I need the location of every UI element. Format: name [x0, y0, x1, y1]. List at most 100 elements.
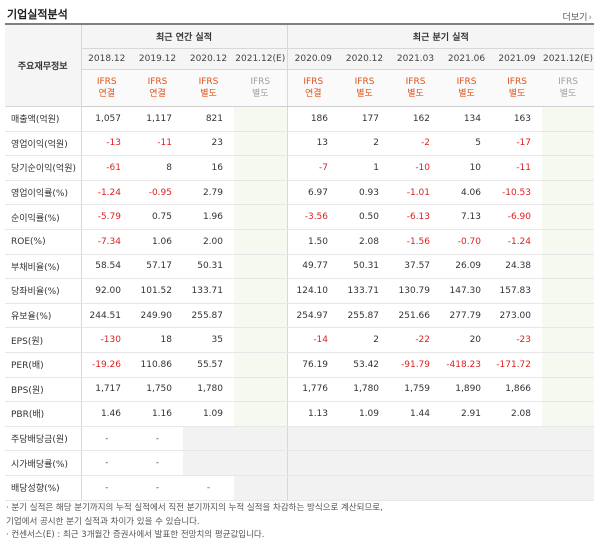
- annual-value-cell: 58.54: [81, 254, 132, 280]
- quarter-value-cell: [542, 229, 595, 255]
- annual-value-cell: 255.87: [183, 303, 234, 329]
- annual-value-cell: -13: [81, 131, 132, 157]
- basis-standard: IFRS: [405, 77, 426, 87]
- quarter-value-cell: -91.79: [390, 352, 442, 378]
- annual-value-cell: 1,057: [81, 106, 132, 132]
- annual-period-header: 2018.12: [81, 48, 132, 70]
- basis-label: IFRS 연결: [97, 76, 117, 100]
- quarter-value-cell: -14: [286, 327, 340, 353]
- quarter-value-cell: 2.08: [492, 401, 543, 427]
- quarter-period-header: 2021.09: [492, 48, 543, 70]
- basis-scope: 연결: [149, 89, 166, 99]
- basis-standard: IFRS: [96, 77, 117, 87]
- annual-value-cell: -: [132, 475, 183, 501]
- annual-value-cell: 1.46: [81, 401, 132, 427]
- annual-value-cell: [234, 426, 288, 452]
- quarter-value-cell: 2.08: [339, 229, 391, 255]
- annual-value-cell: [234, 377, 288, 403]
- annual-value-cell: [234, 327, 288, 353]
- quarter-value-cell: 2: [339, 327, 391, 353]
- annual-value-cell: [234, 155, 288, 181]
- quarter-value-cell: 0.50: [339, 204, 391, 230]
- table-row: PBR(배) 1.46 1.16 1.09 1.13 1.09 1.44 2.91 2.08: [5, 401, 595, 427]
- quarter-value-cell: 20: [441, 327, 493, 353]
- quarter-value-cell: -7: [286, 155, 340, 181]
- annual-value-cell: [234, 204, 288, 230]
- section-title: 기업실적분석: [7, 8, 68, 21]
- annual-value-cell: -: [81, 426, 132, 452]
- quarter-period-header: 2020.12: [339, 48, 391, 70]
- quarter-value-cell: 1,890: [441, 377, 493, 403]
- basis-label: IFRS 별도: [457, 76, 477, 100]
- annual-value-cell: [234, 475, 288, 501]
- quarter-value-cell: [286, 426, 340, 452]
- quarter-value-cell: [339, 426, 391, 452]
- more-label: 더보기: [562, 13, 588, 23]
- annual-value-cell: [183, 450, 234, 476]
- quarter-value-cell: 255.87: [339, 303, 391, 329]
- annual-value-cell: -61: [81, 155, 132, 181]
- basis-standard: IFRS: [250, 77, 271, 87]
- quarter-value-cell: -22: [390, 327, 442, 353]
- basis-label: IFRS 별도: [355, 76, 375, 100]
- basis-label: IFRS 별도: [250, 76, 270, 100]
- chevron-right-icon: ›: [588, 13, 592, 23]
- basis-header-row: IFRS 연결 IFRS 연결 IFRS 별도 IFRS 별도 IFRS 연결 IFRS 별도 IFRS…: [5, 69, 595, 107]
- annual-value-cell: -130: [81, 327, 132, 353]
- quarter-value-cell: 49.77: [286, 254, 340, 280]
- quarter-value-cell: 37.57: [390, 254, 442, 280]
- table-row: 당좌비율(%) 92.00 101.52 133.71 124.10 133.71 130.…: [5, 278, 595, 304]
- quarter-value-cell: 24.38: [492, 254, 543, 280]
- accounting-basis-header: IFRS 별도: [234, 69, 288, 107]
- quarter-period-header: 2020.09: [286, 48, 340, 70]
- table-row: 시가배당률(%) - -: [5, 450, 595, 476]
- basis-label: IFRS 별도: [406, 76, 426, 100]
- basis-scope: 별도: [508, 89, 526, 99]
- table-row: 영업이익률(%) -1.24 -0.95 2.79 6.97 0.93 -1.01 4.06-…: [5, 180, 595, 206]
- quarter-value-cell: 186: [286, 106, 340, 132]
- quarter-value-cell: -6.90: [492, 204, 543, 230]
- annual-value-cell: 1,117: [132, 106, 183, 132]
- quarter-value-cell: [542, 106, 595, 132]
- footnote-line: · 분기 실적은 해당 분기까지의 누적 실적에서 직전 분기까지의 누적 실적…: [6, 503, 383, 513]
- quarter-value-cell: [542, 426, 595, 452]
- basis-standard: IFRS: [558, 77, 578, 87]
- quarter-value-cell: 1,780: [339, 377, 391, 403]
- quarter-value-cell: -1.24: [492, 229, 543, 255]
- annual-value-cell: -11: [132, 131, 183, 157]
- annual-period-header: 2021.12(E): [234, 48, 288, 70]
- quarter-value-cell: 13: [286, 131, 340, 157]
- annual-value-cell: [234, 254, 288, 280]
- quarter-value-cell: -17: [492, 131, 543, 157]
- annual-value-cell: 57.17: [132, 254, 183, 280]
- quarter-value-cell: 134: [441, 106, 493, 132]
- basis-scope: 별도: [407, 89, 424, 99]
- row-header-label: 주요재무정보: [5, 23, 82, 107]
- quarter-value-cell: [441, 426, 493, 452]
- quarter-value-cell: 124.10: [286, 278, 340, 304]
- row-label: 당기순이익(억원): [5, 155, 82, 181]
- quarter-value-cell: 157.83: [492, 278, 543, 304]
- quarter-value-cell: [542, 352, 595, 378]
- annual-value-cell: 1.09: [183, 401, 234, 427]
- quarter-value-cell: 130.79: [390, 278, 442, 304]
- quarter-value-cell: 6.97: [286, 180, 340, 206]
- table-row: 배당성향(%) - - -: [5, 475, 595, 501]
- accounting-basis-header: IFRS 연결: [81, 69, 132, 107]
- quarter-value-cell: -3.56: [286, 204, 340, 230]
- accounting-basis-header: IFRS 연결: [132, 69, 183, 107]
- footnote-line: 기업에서 공시한 분기 실적과 차이가 있을 수 있습니다.: [6, 516, 200, 527]
- more-link[interactable]: 더보기›: [563, 10, 592, 23]
- quarter-value-cell: 1: [339, 155, 391, 181]
- quarter-value-cell: [542, 327, 595, 353]
- header-group-row: 주요재무정보 최근 연간 실적 최근 분기 실적: [5, 23, 595, 107]
- row-label: 영업이익(억원): [5, 131, 82, 157]
- quarter-value-cell: 251.66: [390, 303, 442, 329]
- annual-value-cell: -: [132, 426, 183, 452]
- annual-value-cell: -: [132, 450, 183, 476]
- table-row: ROE(%) -7.34 1.06 2.00 1.50 2.08 -1.56 -0.70 -1.…: [5, 229, 595, 255]
- quarter-value-cell: [542, 278, 595, 304]
- quarter-value-cell: 163: [492, 106, 543, 132]
- annual-value-cell: 821: [183, 106, 234, 132]
- quarter-value-cell: [542, 377, 595, 403]
